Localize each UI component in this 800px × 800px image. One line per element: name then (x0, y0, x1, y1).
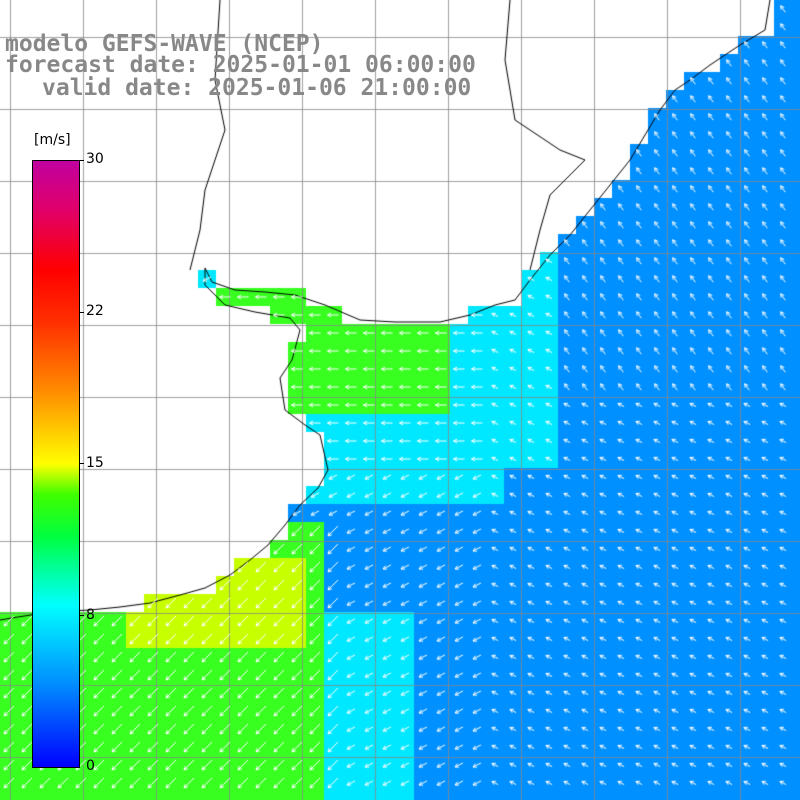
colorbar-tick-label: 8 (86, 607, 95, 623)
colorbar-tick-mark (79, 160, 84, 161)
valid-date: valid date: 2025-01-06 21:00:00 (42, 75, 472, 101)
colorbar-tick-mark (79, 312, 84, 313)
colorbar-tick-label: 22 (86, 303, 104, 319)
colorbar-tick-mark (79, 463, 84, 464)
model-title: modelo GEFS-WAVE (NCEP) (5, 31, 324, 57)
colorbar-tick-label: 30 (86, 151, 104, 167)
colorbar-tick-mark (79, 615, 84, 616)
colorbar-tick-label: 15 (86, 455, 104, 471)
colorbar-tick-label: 0 (86, 758, 95, 774)
colorbar (32, 160, 80, 768)
forecast-date: forecast date: 2025-01-01 06:00:00 (5, 52, 476, 78)
colorbar-unit: [m/s] (34, 132, 71, 148)
